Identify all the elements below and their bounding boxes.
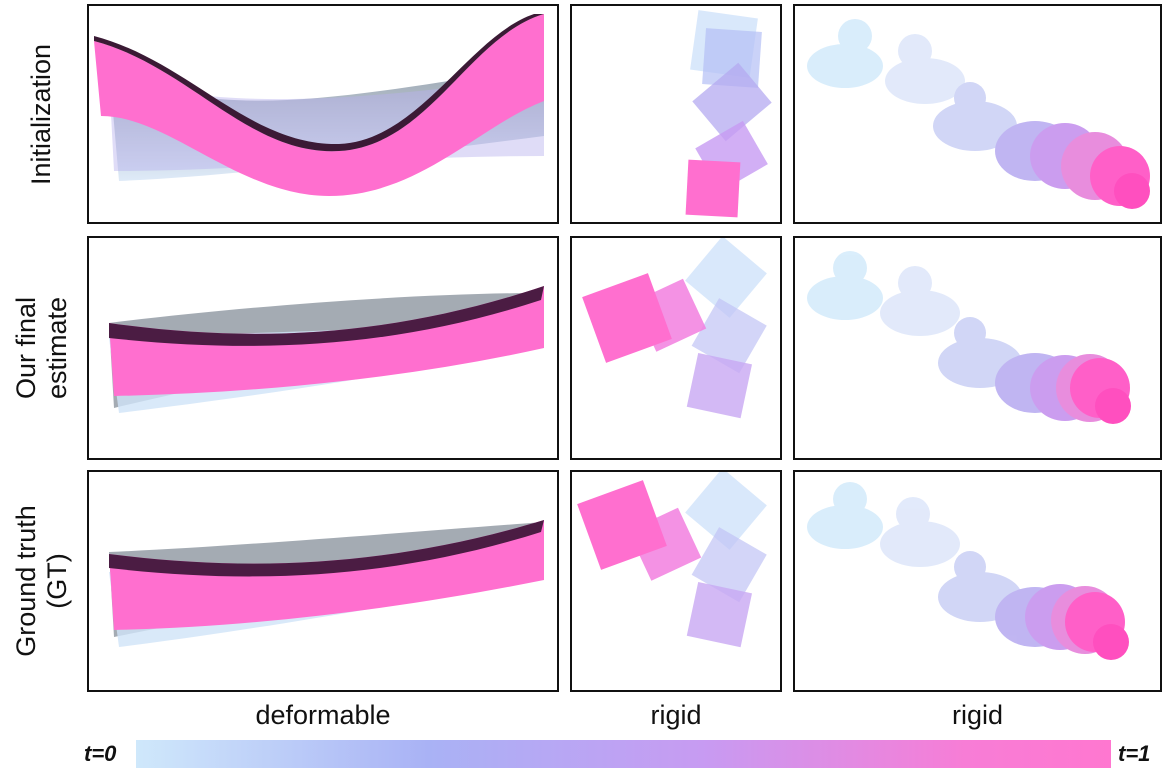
rigid-ducks-illustration	[807, 19, 1150, 209]
rigid-cubes-illustration	[582, 238, 767, 419]
colorbar-start-label: t=0	[84, 741, 117, 766]
rigid-ducks-illustration	[807, 482, 1129, 660]
row-label-line: Our final	[11, 296, 42, 400]
column-label-rigid-cubes: rigid	[650, 700, 702, 730]
column-label-deformable: deformable	[255, 700, 391, 730]
deformable-sheet-illustration	[109, 286, 544, 413]
row-label-line: Ground truth	[11, 505, 41, 657]
column-label-rigid-ducks: rigid	[951, 700, 1004, 730]
row-label-line: (GT)	[42, 553, 72, 609]
panel-rigid-cubes-final-estimate	[570, 236, 782, 460]
row-label-line: Initialization	[26, 43, 57, 185]
panel-deformable-initialization	[87, 4, 559, 224]
panel-rigid-cubes-initialization	[570, 4, 782, 224]
colorbar-end-label: t=1	[1118, 741, 1151, 766]
panel-rigid-ducks-ground-truth	[793, 470, 1162, 692]
panel-deformable-ground-truth	[87, 470, 559, 692]
rigid-cubes-illustration	[577, 472, 767, 648]
deformable-sheet-illustration	[109, 520, 544, 647]
panel-rigid-cubes-ground-truth	[570, 470, 782, 692]
row-label-line: estimate	[42, 296, 73, 400]
panel-rigid-ducks-final-estimate	[793, 236, 1162, 460]
panel-deformable-final-estimate	[87, 236, 559, 460]
row-label-ground-truth: Ground truth (GT)	[0, 470, 84, 692]
rigid-cubes-illustration	[685, 10, 772, 218]
row-label-our-final-estimate: Our final estimate	[0, 236, 84, 460]
deformable-sheet-illustration	[94, 14, 544, 196]
panel-rigid-ducks-initialization	[793, 4, 1162, 224]
rigid-ducks-illustration	[807, 251, 1131, 424]
row-label-initialization: Initialization	[0, 4, 84, 224]
time-colorbar	[136, 740, 1111, 768]
